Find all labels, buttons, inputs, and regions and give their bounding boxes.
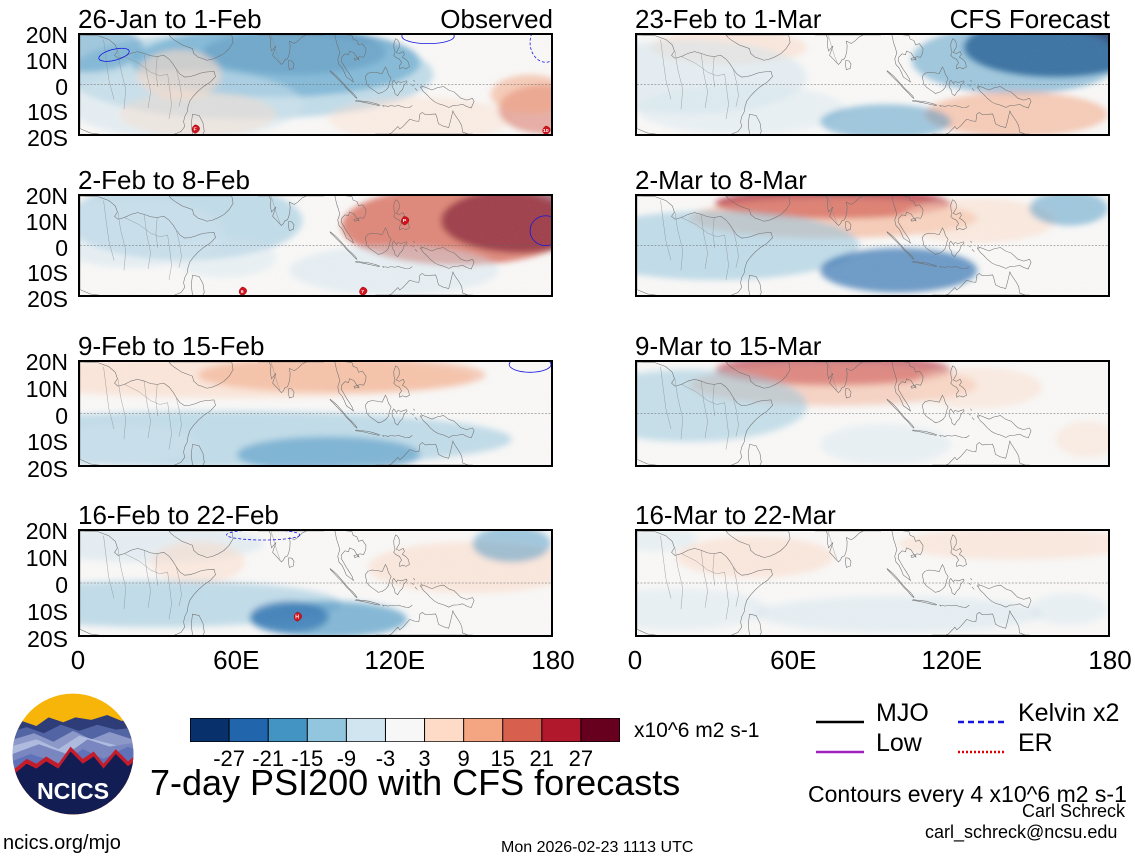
svg-text:NCICS: NCICS [37, 778, 109, 804]
svg-text:H: H [295, 614, 299, 620]
svg-text:P: P [403, 218, 407, 224]
svg-text:10: 10 [543, 128, 549, 134]
svg-text:6: 6 [241, 289, 244, 295]
svg-text:7: 7 [361, 289, 364, 295]
svg-text:F: F [194, 127, 197, 133]
